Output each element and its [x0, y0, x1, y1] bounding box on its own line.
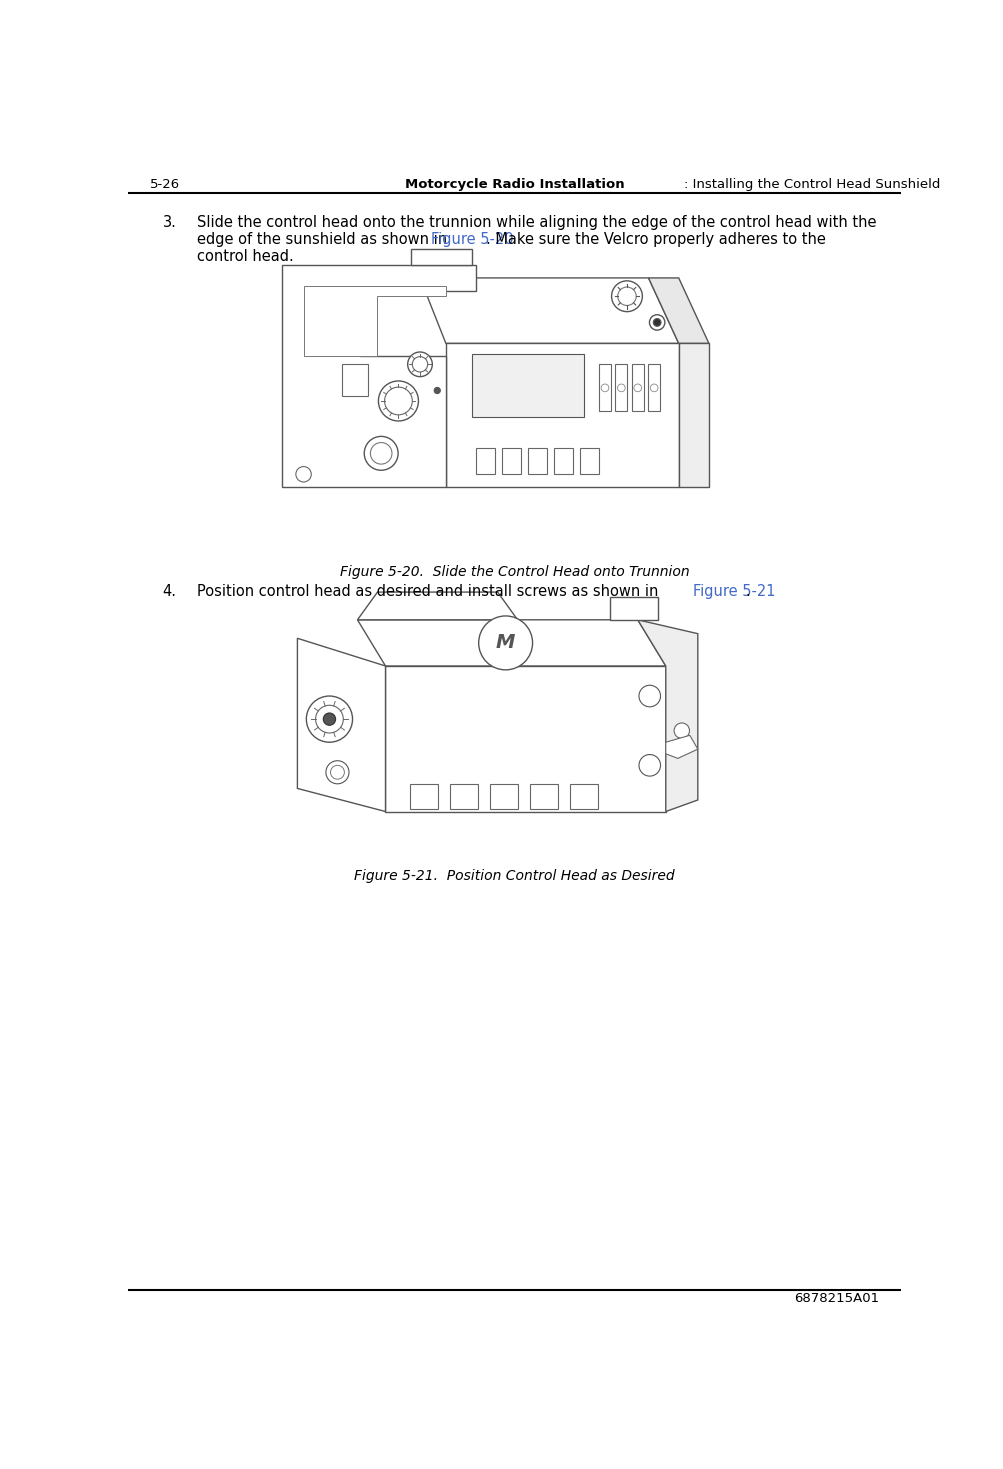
Circle shape	[323, 712, 335, 726]
Text: M: M	[495, 633, 515, 652]
Circle shape	[407, 353, 432, 376]
Text: 6878215A01: 6878215A01	[793, 1293, 879, 1306]
Polygon shape	[297, 638, 385, 811]
Circle shape	[649, 314, 664, 331]
Polygon shape	[282, 264, 475, 488]
Text: Figure 5-21: Figure 5-21	[692, 585, 775, 599]
Polygon shape	[342, 364, 368, 395]
Text: .: .	[745, 585, 749, 599]
Text: control head.: control head.	[198, 248, 294, 263]
Text: : Installing the Control Head Sunshield: : Installing the Control Head Sunshield	[683, 178, 940, 191]
Text: Slide the control head onto the trunnion while aligning the edge of the control : Slide the control head onto the trunnion…	[198, 214, 876, 229]
Circle shape	[601, 383, 608, 392]
Circle shape	[378, 380, 418, 422]
Polygon shape	[530, 784, 557, 809]
Circle shape	[384, 388, 412, 414]
Circle shape	[638, 755, 660, 776]
Text: 5-26: 5-26	[149, 178, 180, 191]
Polygon shape	[385, 665, 665, 811]
Circle shape	[306, 696, 352, 742]
Circle shape	[617, 286, 636, 306]
Polygon shape	[528, 448, 547, 474]
Polygon shape	[489, 784, 518, 809]
Polygon shape	[409, 784, 437, 809]
Text: . Make sure the Velcro properly adheres to the: . Make sure the Velcro properly adheres …	[485, 232, 825, 247]
Polygon shape	[553, 448, 573, 474]
Polygon shape	[631, 364, 643, 411]
Text: Motorcycle Radio Installation: Motorcycle Radio Installation	[404, 178, 624, 191]
Text: Figure 5-20: Figure 5-20	[430, 232, 513, 247]
Polygon shape	[648, 278, 708, 344]
Polygon shape	[615, 364, 627, 411]
Polygon shape	[648, 364, 660, 411]
Text: Position control head as desired and install screws as shown in: Position control head as desired and ins…	[198, 585, 663, 599]
Polygon shape	[449, 784, 477, 809]
Circle shape	[433, 388, 440, 394]
Polygon shape	[475, 448, 494, 474]
Polygon shape	[678, 344, 708, 488]
Circle shape	[330, 765, 344, 779]
Text: edge of the sunshield as shown in: edge of the sunshield as shown in	[198, 232, 451, 247]
Text: 4.: 4.	[162, 585, 177, 599]
Circle shape	[315, 705, 343, 733]
Circle shape	[617, 383, 625, 392]
Circle shape	[364, 436, 398, 470]
Polygon shape	[665, 736, 697, 758]
Circle shape	[296, 467, 311, 482]
Circle shape	[633, 383, 641, 392]
Polygon shape	[569, 784, 597, 809]
Polygon shape	[609, 596, 657, 620]
Polygon shape	[637, 620, 697, 811]
Circle shape	[326, 761, 349, 784]
Circle shape	[478, 616, 532, 670]
Polygon shape	[303, 286, 445, 357]
Circle shape	[638, 685, 660, 707]
Polygon shape	[419, 278, 678, 344]
Circle shape	[650, 383, 657, 392]
Text: Figure 5-21.  Position Control Head as Desired: Figure 5-21. Position Control Head as De…	[354, 870, 674, 883]
Circle shape	[653, 319, 660, 326]
Circle shape	[673, 723, 689, 739]
Polygon shape	[502, 448, 521, 474]
Text: 3.: 3.	[162, 214, 177, 229]
Polygon shape	[445, 344, 678, 488]
Text: Figure 5-20.  Slide the Control Head onto Trunnion: Figure 5-20. Slide the Control Head onto…	[339, 566, 689, 579]
Circle shape	[611, 281, 642, 311]
Polygon shape	[579, 448, 599, 474]
Circle shape	[412, 357, 427, 372]
Polygon shape	[357, 620, 665, 665]
Polygon shape	[411, 250, 471, 264]
Circle shape	[370, 442, 391, 464]
Polygon shape	[357, 592, 518, 620]
Polygon shape	[471, 354, 584, 417]
Polygon shape	[599, 364, 611, 411]
